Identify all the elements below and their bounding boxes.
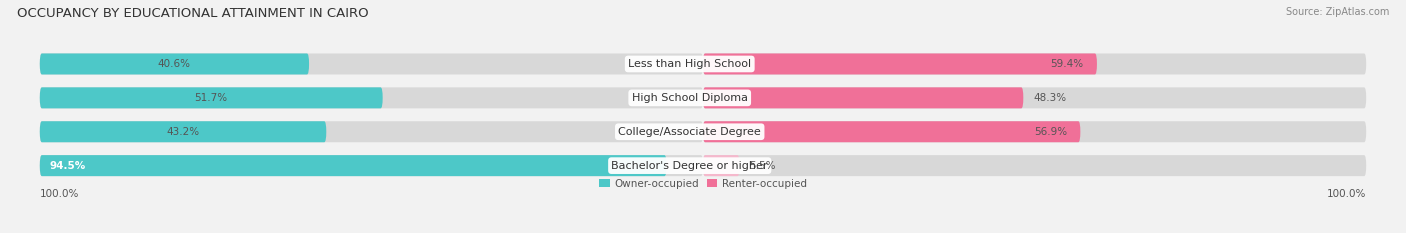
Text: Less than High School: Less than High School — [628, 59, 751, 69]
Text: 48.3%: 48.3% — [1033, 93, 1066, 103]
FancyBboxPatch shape — [39, 155, 666, 176]
FancyBboxPatch shape — [39, 87, 703, 108]
Text: High School Diploma: High School Diploma — [631, 93, 748, 103]
FancyBboxPatch shape — [703, 155, 1367, 176]
Text: 43.2%: 43.2% — [166, 127, 200, 137]
FancyBboxPatch shape — [703, 53, 1367, 75]
FancyBboxPatch shape — [703, 155, 740, 176]
FancyBboxPatch shape — [703, 121, 1080, 142]
FancyBboxPatch shape — [39, 53, 309, 75]
Text: Bachelor's Degree or higher: Bachelor's Degree or higher — [612, 161, 768, 171]
Text: 100.0%: 100.0% — [1327, 189, 1367, 199]
FancyBboxPatch shape — [39, 121, 326, 142]
Text: OCCUPANCY BY EDUCATIONAL ATTAINMENT IN CAIRO: OCCUPANCY BY EDUCATIONAL ATTAINMENT IN C… — [17, 7, 368, 20]
FancyBboxPatch shape — [39, 87, 382, 108]
Text: 100.0%: 100.0% — [39, 189, 79, 199]
FancyBboxPatch shape — [703, 87, 1367, 108]
Text: 59.4%: 59.4% — [1050, 59, 1084, 69]
FancyBboxPatch shape — [703, 53, 1097, 75]
FancyBboxPatch shape — [39, 121, 703, 142]
FancyBboxPatch shape — [703, 121, 1367, 142]
Text: 5.5%: 5.5% — [749, 161, 776, 171]
Text: 56.9%: 56.9% — [1033, 127, 1067, 137]
Text: 40.6%: 40.6% — [157, 59, 191, 69]
Text: Source: ZipAtlas.com: Source: ZipAtlas.com — [1285, 7, 1389, 17]
FancyBboxPatch shape — [39, 53, 703, 75]
Legend: Owner-occupied, Renter-occupied: Owner-occupied, Renter-occupied — [599, 179, 807, 189]
Text: College/Associate Degree: College/Associate Degree — [619, 127, 761, 137]
FancyBboxPatch shape — [703, 87, 1024, 108]
Text: 94.5%: 94.5% — [49, 161, 86, 171]
Text: 51.7%: 51.7% — [194, 93, 228, 103]
FancyBboxPatch shape — [39, 155, 703, 176]
